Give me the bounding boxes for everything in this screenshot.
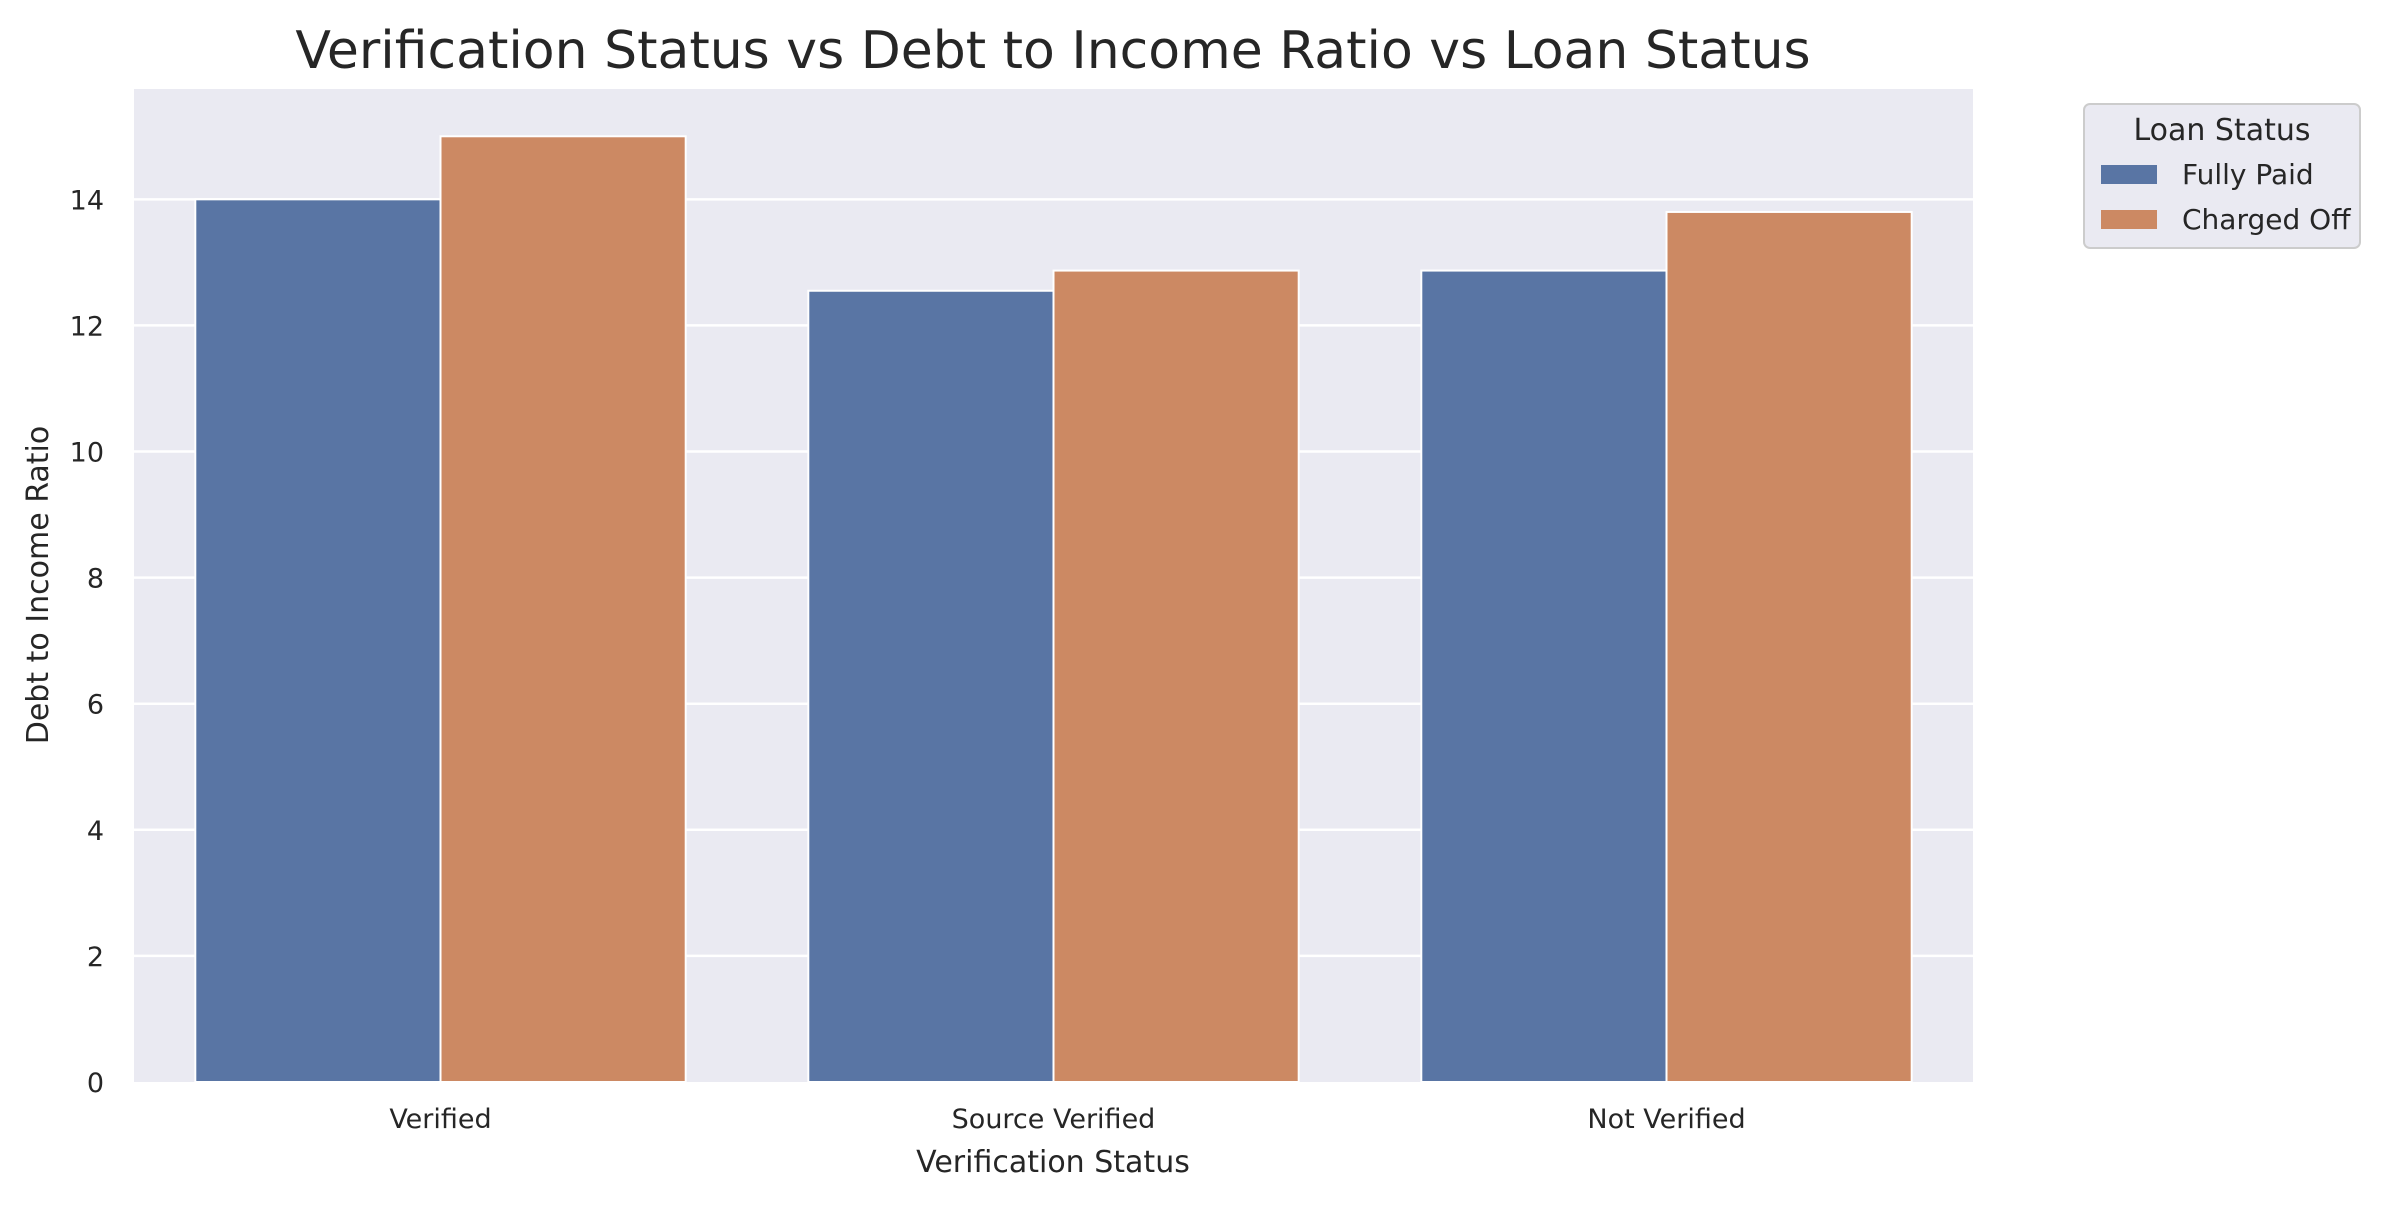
y-tick-label: 2 — [87, 942, 104, 973]
y-tick-label: 14 — [70, 185, 104, 216]
bar-charged-off — [1665, 210, 1913, 1083]
legend-items: Fully Paid Charged Off — [2101, 158, 2351, 236]
legend-title: Loan Status — [2133, 113, 2310, 148]
bar-fully-paid — [1420, 269, 1668, 1083]
bar-fully-paid — [194, 198, 442, 1084]
x-axis-ticks: Verified Source Verified Not Verified — [389, 1104, 1745, 1135]
bars — [194, 135, 1913, 1084]
x-tick-label: Verified — [389, 1104, 491, 1135]
x-tick-label: Not Verified — [1587, 1104, 1745, 1135]
x-tick-label: Source Verified — [952, 1104, 1156, 1135]
y-tick-label: 8 — [87, 564, 104, 595]
legend-swatch — [2101, 165, 2157, 184]
legend: Loan Status Fully Paid Charged Off — [2083, 103, 2361, 249]
x-axis-label: Verification Status — [916, 1145, 1190, 1180]
y-tick-label: 4 — [87, 816, 104, 847]
y-tick-label: 10 — [70, 438, 104, 469]
bar-fully-paid — [807, 289, 1055, 1083]
y-axis-ticks: 0 2 4 6 8 10 12 14 — [70, 185, 104, 1099]
legend-label: Fully Paid — [2182, 158, 2314, 191]
y-axis-label: Debt to Income Ratio — [21, 426, 56, 745]
y-tick-label: 12 — [70, 311, 104, 342]
legend-label: Charged Off — [2182, 203, 2351, 236]
legend-swatch — [2101, 210, 2157, 229]
y-tick-label: 6 — [87, 690, 104, 721]
bar-charged-off — [1052, 269, 1300, 1083]
bar-charged-off — [439, 135, 687, 1084]
chart-title: Verification Status vs Debt to Income Ra… — [295, 21, 1810, 81]
y-tick-label: 0 — [87, 1068, 104, 1099]
